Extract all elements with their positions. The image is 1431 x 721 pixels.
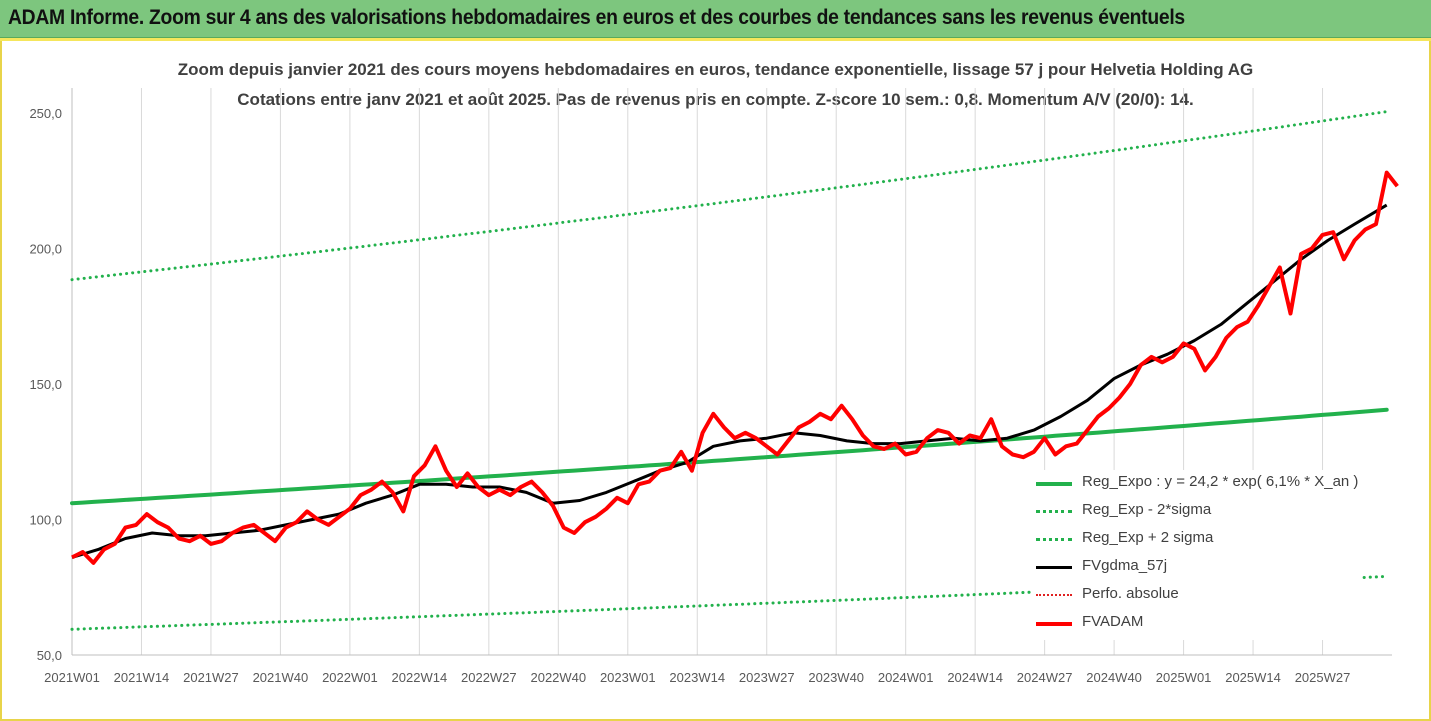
x-tick-label: 2022W40 — [530, 670, 586, 685]
legend-item-perfo-absolue: Perfo. absolue — [1032, 582, 1362, 608]
y-tick-label: 200,0 — [29, 242, 62, 257]
y-tick-label: 50,0 — [37, 648, 62, 663]
banner-divider — [0, 38, 1431, 41]
x-tick-label: 2024W27 — [1017, 670, 1073, 685]
report-banner: ADAM Informe. Zoom sur 4 ans des valoris… — [0, 0, 1431, 38]
legend-label-fvgdma: FVgdma_57j — [1082, 557, 1168, 574]
x-tick-label: 2025W14 — [1225, 670, 1281, 685]
y-tick-label: 250,0 — [29, 106, 62, 121]
x-tick-label: 2024W40 — [1086, 670, 1142, 685]
x-tick-label: 2022W01 — [322, 670, 378, 685]
x-tick-label: 2023W14 — [669, 670, 725, 685]
x-tick-label: 2025W01 — [1156, 670, 1212, 685]
legend-item-fvadam: FVADAM — [1032, 610, 1362, 636]
series-fvadam-line — [71, 170, 1399, 565]
legend-label-perfo-absolue: Perfo. absolue — [1082, 585, 1179, 602]
y-tick-label: 100,0 — [29, 513, 62, 528]
series-reg-expo-line — [70, 407, 1389, 506]
legend-swatch-reg-expo — [1036, 482, 1072, 486]
x-tick-label: 2023W40 — [808, 670, 864, 685]
x-tick-label: 2023W27 — [739, 670, 795, 685]
x-tick-label: 2025W27 — [1295, 670, 1351, 685]
legend-label-reg-exp-plus: Reg_Exp + 2 sigma — [1082, 529, 1214, 546]
series-reg-exp-plus-line — [70, 110, 1389, 282]
legend-item-reg-exp-minus: Reg_Exp - 2*sigma — [1032, 498, 1362, 524]
chart-legend: Reg_Expo : y = 24,2 * exp( 6,1% * X_an )… — [1032, 470, 1362, 640]
y-tick-label: 150,0 — [29, 377, 62, 392]
x-tick-label: 2022W14 — [392, 670, 448, 685]
chart-subtitle: Cotations entre janv 2021 et août 2025. … — [237, 90, 1194, 109]
legend-item-reg-expo: Reg_Expo : y = 24,2 * exp( 6,1% * X_an ) — [1032, 470, 1362, 496]
legend-item-reg-exp-plus: Reg_Exp + 2 sigma — [1032, 526, 1362, 552]
x-tick-label: 2021W40 — [253, 670, 309, 685]
legend-swatch-fvadam — [1036, 622, 1072, 626]
legend-label-fvadam: FVADAM — [1082, 613, 1144, 630]
legend-swatch-fvgdma — [1036, 566, 1072, 569]
x-tick-label: 2021W14 — [114, 670, 170, 685]
report-title: ADAM Informe. Zoom sur 4 ans des valoris… — [8, 6, 1185, 29]
legend-swatch-perfo-absolue — [1036, 594, 1072, 596]
chart-frame — [0, 41, 1431, 721]
legend-swatch-reg-exp-minus — [1036, 510, 1072, 513]
x-tick-label: 2023W01 — [600, 670, 656, 685]
x-tick-label: 2022W27 — [461, 670, 517, 685]
legend-label-reg-expo: Reg_Expo : y = 24,2 * exp( 6,1% * X_an ) — [1082, 473, 1359, 490]
legend-item-fvgdma: FVgdma_57j — [1032, 554, 1362, 580]
x-tick-label: 2021W27 — [183, 670, 239, 685]
legend-label-reg-exp-minus: Reg_Exp - 2*sigma — [1082, 501, 1212, 518]
chart-title: Zoom depuis janvier 2021 des cours moyen… — [177, 60, 1254, 79]
legend-swatch-reg-exp-plus — [1036, 538, 1072, 541]
x-tick-label: 2024W01 — [878, 670, 934, 685]
x-tick-label: 2024W14 — [947, 670, 1003, 685]
series-reg-exp-minus-line — [70, 574, 1389, 631]
x-tick-label: 2021W01 — [44, 670, 100, 685]
